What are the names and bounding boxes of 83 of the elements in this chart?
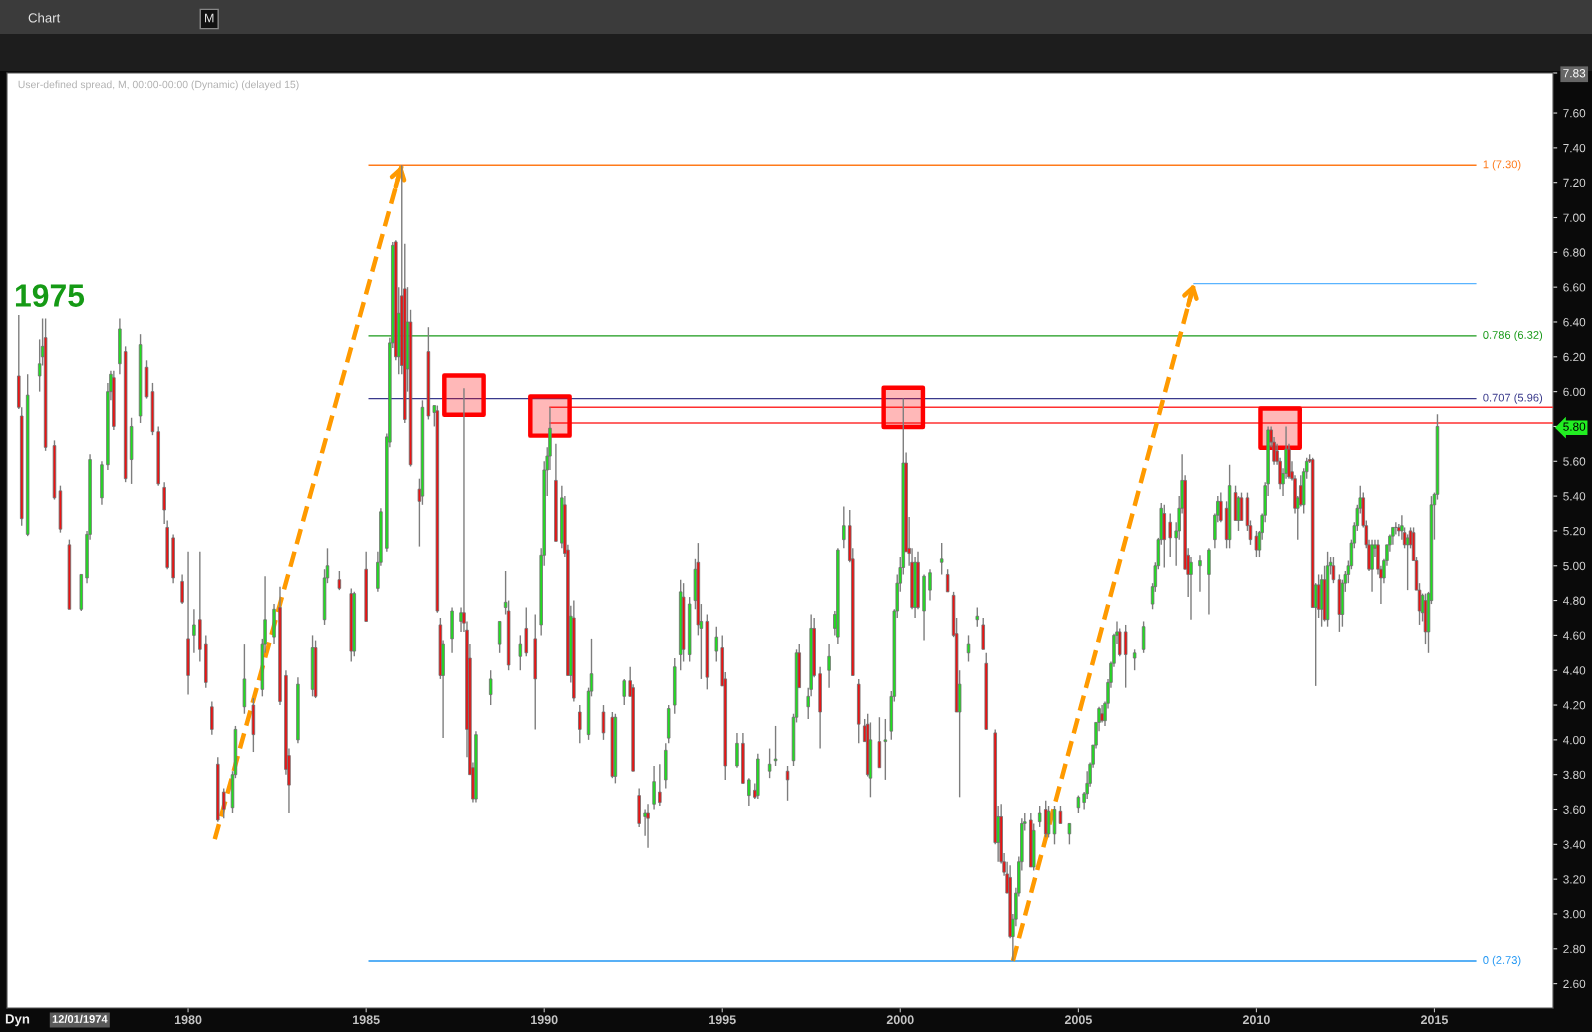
y-tick-label: 3.60 — [1563, 805, 1586, 814]
candlestick — [658, 763, 662, 807]
candlestick — [488, 669, 493, 706]
y-tick-label: 2.80 — [1563, 944, 1586, 954]
candlestick — [337, 570, 342, 591]
text: 12/01/1974 — [52, 1014, 108, 1024]
text: User-defined spread, M, 00:00-00:00 (Dynamic) (delayed 15) — [18, 80, 299, 91]
y-tick-label: 5.20 — [1563, 526, 1586, 536]
candlestick — [622, 678, 626, 706]
y-tick-label: 2.60 — [1563, 979, 1586, 989]
candlestick — [1219, 491, 1223, 523]
x-tick-label: 1990 — [531, 1015, 558, 1025]
y-tick-label: 5.60 — [1563, 457, 1586, 466]
y-tick-label: 3.40 — [1563, 840, 1586, 849]
candlestick — [601, 704, 606, 741]
candlestick — [652, 765, 656, 811]
y-tick-label: 3.20 — [1563, 875, 1586, 884]
candlestick — [1046, 805, 1051, 839]
candlestick — [192, 608, 196, 654]
y-tick-label: 4.20 — [1562, 701, 1586, 710]
y-tick-label: 4.60 — [1562, 631, 1586, 640]
y-tick-label: 6.00 — [1563, 387, 1586, 397]
annotation: 1975 — [15, 284, 85, 307]
candlestick — [975, 606, 980, 628]
candlestick — [1067, 822, 1072, 846]
candlestick — [767, 747, 772, 779]
y-tick-label: 5.80 — [1563, 422, 1586, 431]
text: Dyn — [5, 1014, 30, 1027]
y-tick-label: 4.00 — [1562, 735, 1586, 745]
text: M — [205, 13, 214, 23]
x-tick-label: 1980 — [174, 1015, 202, 1025]
y-tick-label: 4.80 — [1562, 596, 1586, 605]
candlestick — [842, 505, 846, 550]
candlestick — [1405, 533, 1410, 591]
candlestick — [646, 803, 650, 849]
series-label: 0.707 (5.96) — [1483, 393, 1543, 404]
y-tick-label: 7.00 — [1563, 213, 1586, 222]
candlestick — [966, 634, 971, 663]
candlestick — [1123, 624, 1128, 689]
candlestick — [1198, 554, 1202, 593]
candlestick — [883, 718, 888, 781]
y-tick-label: 5.40 — [1563, 492, 1586, 501]
candlestick — [1141, 620, 1146, 654]
y-tick-label: 6.80 — [1563, 248, 1586, 257]
candlestick — [222, 787, 226, 819]
candlestick — [785, 765, 790, 802]
series-label: 1 (7.30) — [1483, 160, 1521, 171]
y-tick-label: 4.40 — [1562, 666, 1586, 675]
x-tick-label: 2000 — [886, 1015, 914, 1025]
candlestick — [497, 620, 502, 654]
candlestick — [939, 542, 944, 576]
x-tick-label: 2005 — [1064, 1015, 1092, 1025]
candlestick — [518, 634, 523, 671]
candlestick — [827, 643, 831, 689]
y-tick-label: 3.00 — [1563, 910, 1586, 919]
candlestick — [1132, 648, 1137, 671]
candlestick — [773, 725, 778, 767]
x-tick-label: 1985 — [353, 1015, 380, 1025]
candlestick — [578, 704, 582, 745]
y-tick-label: 6.40 — [1563, 318, 1586, 327]
y-tick-label: 7.20 — [1563, 178, 1586, 188]
y-tick-label: 7.60 — [1563, 109, 1586, 118]
candlestick — [928, 568, 932, 602]
y-tick-label: 5.00 — [1563, 561, 1586, 571]
candlestick — [210, 700, 214, 736]
x-tick-label: 1995 — [709, 1015, 736, 1025]
y-tick-label: 7.83 — [1563, 69, 1586, 78]
x-tick-label: 2010 — [1242, 1015, 1270, 1025]
series-label: 0 (2.73) — [1483, 955, 1521, 967]
y-tick-label: 6.20 — [1563, 352, 1586, 362]
candlestick — [180, 573, 184, 605]
candlestick — [1037, 805, 1042, 828]
candlestick — [714, 625, 719, 663]
candlestick — [735, 732, 739, 769]
y-tick-label: 6.60 — [1563, 283, 1586, 292]
text: Chart — [28, 12, 61, 23]
candlestick — [1168, 512, 1172, 558]
y-tick-label: 3.80 — [1563, 770, 1586, 780]
candlestick — [747, 777, 751, 807]
series-label: 0.786 (6.32) — [1483, 330, 1543, 342]
x-tick-label: 2015 — [1420, 1015, 1448, 1025]
candlestick — [945, 568, 950, 593]
y-tick-label: 7.40 — [1563, 143, 1586, 153]
